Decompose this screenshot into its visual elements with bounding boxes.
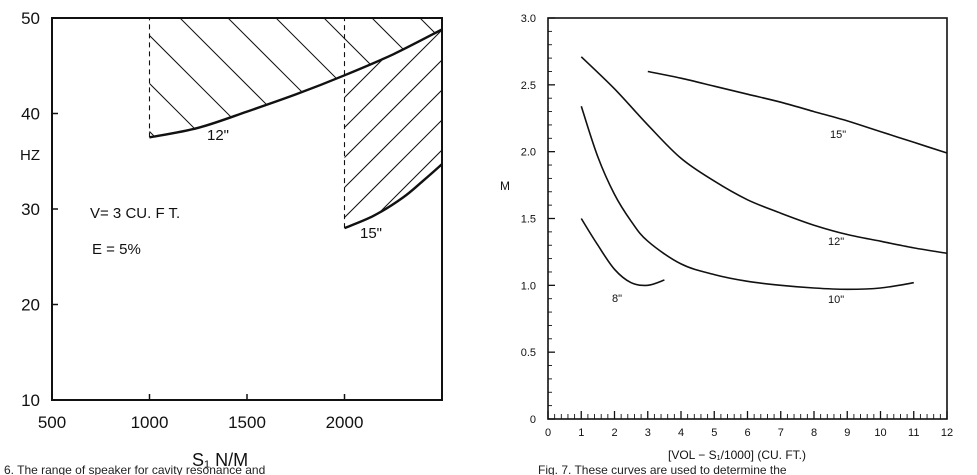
right-y-tick-label: 1.0 [521,280,536,292]
left-hatch-line [564,18,944,398]
left-series-line-12 [149,28,443,139]
right-y-tick-label: 0 [530,414,536,426]
right-x-tick-label: 8 [811,427,817,439]
left-hatch-line [468,18,848,398]
left-y-tick-label: 50 [21,9,40,28]
right-x-tick-label: 2 [611,427,617,439]
right-y-tick-label: 2.5 [521,80,536,92]
right-x-tick-label: 1 [578,427,584,439]
left-x-axis-label: S₁ N/M [192,450,248,470]
left-annotation-volume: V= 3 CU. F T. [90,205,180,222]
left-hatch-line [492,20,872,400]
right-x-tick-label: 0 [545,427,551,439]
left-series-group [149,28,443,230]
right-minor-ticks [547,17,948,420]
right-series-group [580,56,948,291]
right-y-tick-label: 1.5 [521,214,536,226]
left-hatch-line [612,20,977,400]
left-dashed-boundaries [148,18,346,229]
left-y-tick-label: 20 [21,296,40,315]
left-hatch-line [462,20,842,400]
right-chart: 0 1 2 3 4 5 6 7 8 9 10 11 12 00.51.01.52.02.53.0 M [… [500,13,953,475]
left-x-tick-label: 1500 [228,413,266,432]
left-hatch-line [552,20,932,400]
right-x-tick-label: 4 [678,427,684,439]
left-hatch-line [516,18,896,398]
right-y-axis-label: M [500,179,510,193]
left-hatch-line [344,19,442,229]
left-hatch-line [371,19,442,229]
left-hatch-line [401,19,442,229]
left-hatch-line [344,19,423,229]
right-series-line-12 [580,56,948,255]
right-x-tick-label: 6 [744,427,750,439]
left-hatch-line [344,19,442,229]
left-series-label-12in: 12" [207,127,229,144]
right-x-tick-label: 9 [844,427,850,439]
left-hatch-line [431,19,442,229]
right-x-tick-label: 7 [778,427,784,439]
left-series-line-15 [344,163,443,230]
right-x-tick-label: 12 [941,427,953,439]
left-hatch-line [344,19,442,229]
left-hatch-line [149,18,442,138]
right-series-label-10in: 10" [828,294,844,306]
left-hatch-line [149,18,369,138]
right-plot-frame [547,17,948,420]
right-series-line-10 [580,105,914,291]
right-series-label-8in: 8" [612,293,622,305]
right-caption: Fig. 7. These curves are used to determi… [538,463,787,475]
left-hatch-line [344,19,442,229]
right-y-tick-label: 2.0 [521,147,536,159]
right-x-axis-label: [VOL − S₁/1000] (CU. FT.) [668,448,806,462]
right-series-line-8 [580,218,665,287]
left-hatch-line [642,20,977,400]
left-caption: 6. The range of speaker for cavity reson… [4,463,265,475]
left-y-tick-label: 30 [21,200,40,219]
left-y-axis-label: HZ [20,147,40,164]
left-annotation-efficiency: E = 5% [92,241,141,258]
right-x-tick-label: 3 [645,427,651,439]
right-x-tick-label: 11 [908,427,919,439]
left-x-tick-label: 2000 [326,413,364,432]
left-y-tick-label: 10 [21,391,40,410]
left-x-tick-label: 500 [38,413,66,432]
left-y-ticks: 10 20 30 40 50 [21,9,58,410]
left-y-tick-label: 40 [21,105,40,124]
left-hatch-line [371,18,442,138]
left-hatch-line [419,18,442,138]
left-x-tick-label: 1000 [131,413,169,432]
left-hatch-line [344,19,442,229]
left-hatch-line [344,19,442,229]
right-y-tick-label: 3.0 [521,13,536,25]
right-series-label-12in: 12" [828,236,844,248]
right-series-line-15 [647,70,948,154]
right-y-ticks: 0 0.5 1.0 1.5 2.0 2.5 3.0 [521,13,536,426]
left-hatch-line [0,20,92,400]
right-x-tick-label: 5 [711,427,717,439]
left-hatch-line [344,19,363,229]
left-hatch-line [344,19,442,229]
left-hatch-line [275,18,442,138]
left-hatch-line [179,18,442,138]
left-series-label-15in: 15" [360,225,382,242]
left-hatch-line [323,18,442,138]
left-hatch-line [0,18,80,398]
right-series-label-15in: 15" [830,129,846,141]
right-x-ticks: 0 1 2 3 4 5 6 7 8 9 10 11 12 [545,427,953,439]
left-hatch-line [522,20,902,400]
right-x-tick-label: 10 [874,427,886,439]
left-hatch-line [227,18,442,138]
right-y-tick-label: 0.5 [521,347,536,359]
left-x-ticks: 500 1000 1500 2000 [38,394,364,432]
